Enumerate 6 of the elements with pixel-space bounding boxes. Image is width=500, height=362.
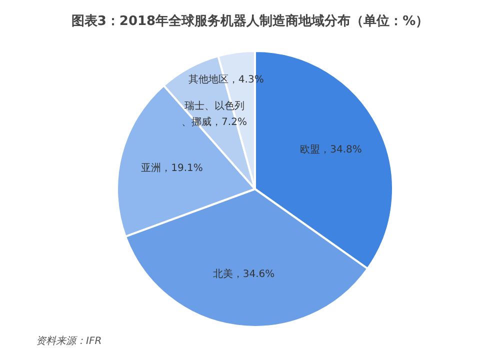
chart-title: 图表3：2018年全球服务机器人制造商地域分布（单位：%） [70, 12, 430, 31]
slice-label: 瑞士、以色列、挪威，7.2% [182, 99, 247, 128]
slice-label: 北美，34.6% [212, 267, 275, 280]
slice-label: 欧盟，34.8% [300, 143, 362, 156]
slice-label: 亚洲，19.1% [141, 161, 203, 174]
text: 资料来源：IFR [36, 334, 102, 348]
